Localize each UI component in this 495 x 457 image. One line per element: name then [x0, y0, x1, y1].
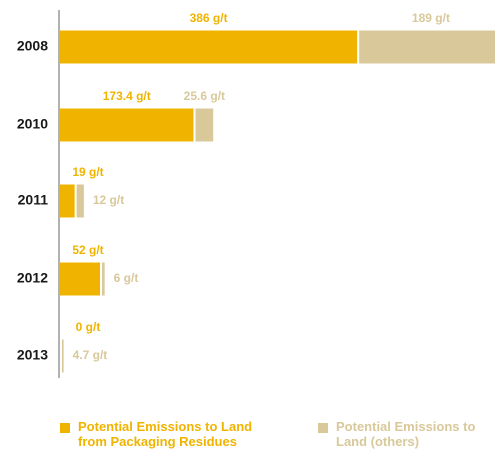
- bar-segment: [76, 184, 84, 218]
- value-label: 0 g/t: [76, 320, 101, 334]
- legend-label: Potential Emissions to Land (others): [336, 419, 476, 449]
- value-label: 4.7 g/t: [73, 348, 108, 362]
- value-label: 6 g/t: [114, 271, 139, 285]
- y-tick-label: 2008: [17, 38, 48, 54]
- y-tick-label: 2011: [18, 192, 49, 208]
- bar-segment: [60, 30, 358, 64]
- legend-swatch: [60, 423, 70, 433]
- value-label: 19 g/t: [72, 165, 103, 179]
- y-tick-label: 2012: [17, 270, 48, 286]
- value-label: 189 g/t: [412, 11, 450, 25]
- chart: 2008 386 g/t 189 g/t 2010 173.4 g/t 25.6 g/t 2…: [17, 10, 495, 378]
- value-label: 12 g/t: [93, 193, 124, 207]
- bar-segment: [60, 262, 101, 296]
- legend-item: Potential Emissions to Land (others): [318, 419, 495, 449]
- legend-label: Potential Emissions to Land from Packagi…: [78, 419, 253, 449]
- bar-segment: [62, 339, 64, 373]
- y-tick-label: 2013: [17, 347, 48, 363]
- value-label: 25.6 g/t: [184, 89, 225, 103]
- bar-segment: [102, 262, 105, 296]
- legend-swatch: [318, 423, 328, 433]
- value-label: 173.4 g/t: [103, 89, 151, 103]
- bar-segment: [195, 108, 214, 142]
- value-label: 386 g/t: [190, 11, 228, 25]
- bar-segment: [60, 108, 194, 142]
- bar-segment: [359, 30, 495, 64]
- bar-segment: [60, 184, 75, 218]
- y-tick-label: 2010: [17, 116, 48, 132]
- value-label: 52 g/t: [72, 243, 103, 257]
- legend-item: Potential Emissions to Land from Packagi…: [60, 419, 278, 449]
